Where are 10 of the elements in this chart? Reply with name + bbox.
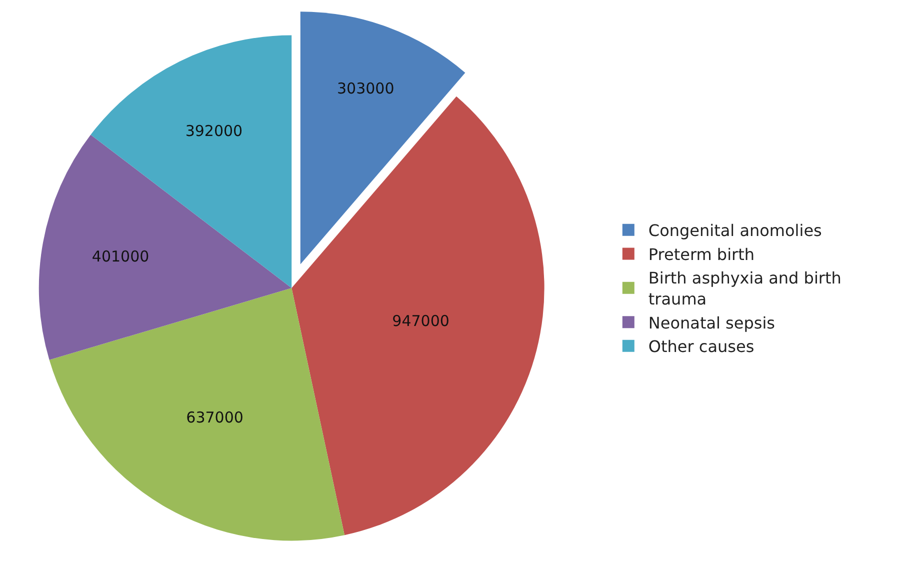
data-label: 637000 bbox=[186, 408, 244, 426]
data-label: 947000 bbox=[392, 312, 450, 330]
data-label: 303000 bbox=[336, 79, 394, 98]
legend-label: Birth asphyxia and birth trauma bbox=[648, 268, 842, 309]
legend-label: Neonatal sepsis bbox=[648, 313, 776, 332]
legend-label: Other causes bbox=[648, 337, 754, 356]
data-label: 392000 bbox=[185, 122, 243, 140]
legend-label: Congenital anomolies bbox=[648, 221, 822, 240]
data-label: 401000 bbox=[92, 248, 150, 266]
legend-label: Preterm birth bbox=[648, 244, 755, 264]
